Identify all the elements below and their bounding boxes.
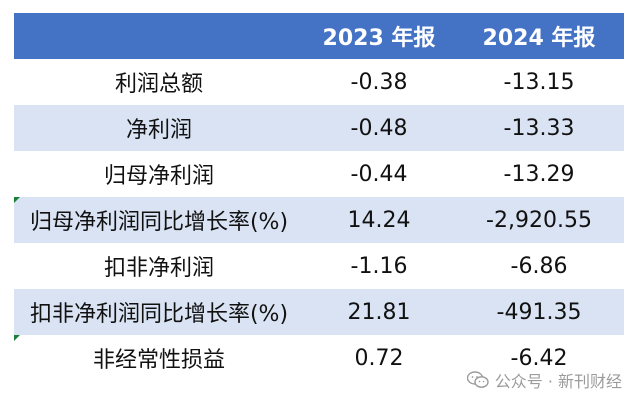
watermark: 公众号 · 新刊财经 [466,368,622,392]
value-2023: -0.44 [304,151,454,197]
row-label: 归母净利润同比增长率(%) [29,210,289,235]
row-label: 非经常性损益 [92,348,225,373]
financial-table: 2023 年报 2024 年报 利润总额 -0.38 -13.15 净利润 -0… [14,13,624,381]
wechat-icon [466,371,489,389]
header-2024: 2024 年报 [454,13,624,59]
value-2024: -491.35 [454,289,624,335]
row-label: 归母净利润 [14,151,304,197]
value-2024: -6.42 [454,335,624,381]
table-row: 非经常性损益 0.72 -6.42 [14,335,624,381]
header-row: 2023 年报 2024 年报 [14,13,624,59]
value-2023: 21.81 [304,289,454,335]
table-row: 归母净利润 -0.44 -13.29 [14,151,624,197]
cell-flag-marker [14,335,20,341]
value-2024: -6.86 [454,243,624,289]
value-2024: -13.15 [454,59,624,105]
value-2023: -0.48 [304,105,454,151]
table-row: 利润总额 -0.38 -13.15 [14,59,624,105]
row-label-cell: 非经常性损益 [14,335,304,381]
row-label: 净利润 [14,105,304,151]
value-2024: -13.29 [454,151,624,197]
value-2023: -1.16 [304,243,454,289]
row-label-cell: 归母净利润同比增长率(%) [14,197,304,243]
row-label: 利润总额 [14,59,304,105]
cell-flag-marker [14,197,20,203]
table-row: 扣非净利润同比增长率(%) 21.81 -491.35 [14,289,624,335]
value-2024: -13.33 [454,105,624,151]
value-2023: -0.38 [304,59,454,105]
value-2023: 14.24 [304,197,454,243]
table-row: 归母净利润同比增长率(%) 14.24 -2,920.55 [14,197,624,243]
value-2023: 0.72 [304,335,454,381]
row-label: 扣非净利润同比增长率(%) [14,289,304,335]
watermark-text: 公众号 · 新刊财经 [494,372,622,391]
value-2024: -2,920.55 [454,197,624,243]
table-row: 扣非净利润 -1.16 -6.86 [14,243,624,289]
row-label: 扣非净利润 [14,243,304,289]
header-label-col [14,13,304,59]
header-2023: 2023 年报 [304,13,454,59]
table-row: 净利润 -0.48 -13.33 [14,105,624,151]
